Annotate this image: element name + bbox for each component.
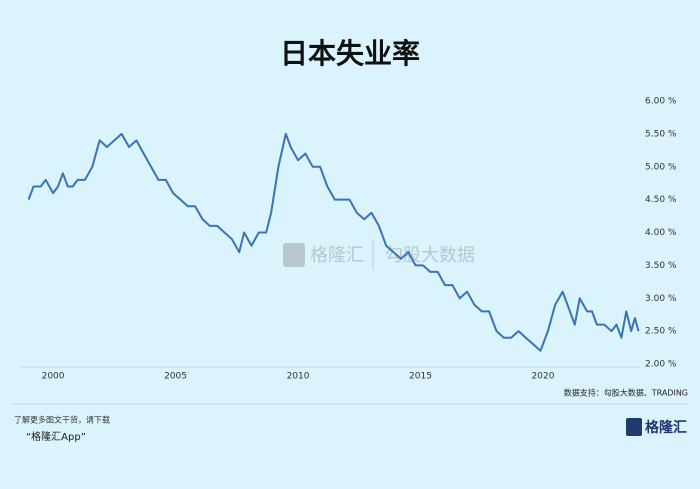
logo-icon bbox=[626, 418, 642, 436]
y-tick-label: 4.50 % bbox=[645, 195, 677, 205]
x-tick-label: 2000 bbox=[42, 372, 65, 382]
x-tick-label: 2010 bbox=[287, 372, 310, 382]
watermark-icon bbox=[283, 243, 305, 267]
watermark-partner: 勾股大数据 bbox=[385, 245, 475, 266]
line-series bbox=[27, 132, 640, 352]
x-tick-label: 2015 bbox=[409, 372, 432, 382]
footer-logo: 格隆汇 bbox=[645, 419, 687, 436]
y-tick-label: 5.00 % bbox=[645, 162, 677, 172]
y-tick-label: 2.00 % bbox=[645, 360, 677, 370]
footer-line2: “格隆汇App” bbox=[26, 430, 86, 443]
y-tick-label: 4.00 % bbox=[645, 228, 677, 238]
footer-line1: 了解更多图文干货，请下载 bbox=[14, 415, 110, 425]
x-tick-label: 2005 bbox=[164, 372, 187, 382]
watermark-brand: 格隆汇 bbox=[310, 245, 364, 266]
chart-title: 日本失业率 bbox=[280, 37, 420, 70]
source: 数据支持：勾股大数据、TRADING bbox=[564, 388, 688, 398]
y-tick-label: 3.50 % bbox=[645, 261, 677, 271]
y-tick-label: 5.50 % bbox=[645, 129, 677, 139]
x-tick-label: 2020 bbox=[532, 372, 555, 382]
y-tick-label: 2.50 % bbox=[645, 327, 677, 337]
y-tick-label: 3.00 % bbox=[645, 294, 677, 304]
y-tick-label: 6.00 % bbox=[645, 97, 677, 107]
watermark: 格隆汇 勾股大数据 bbox=[283, 240, 475, 270]
